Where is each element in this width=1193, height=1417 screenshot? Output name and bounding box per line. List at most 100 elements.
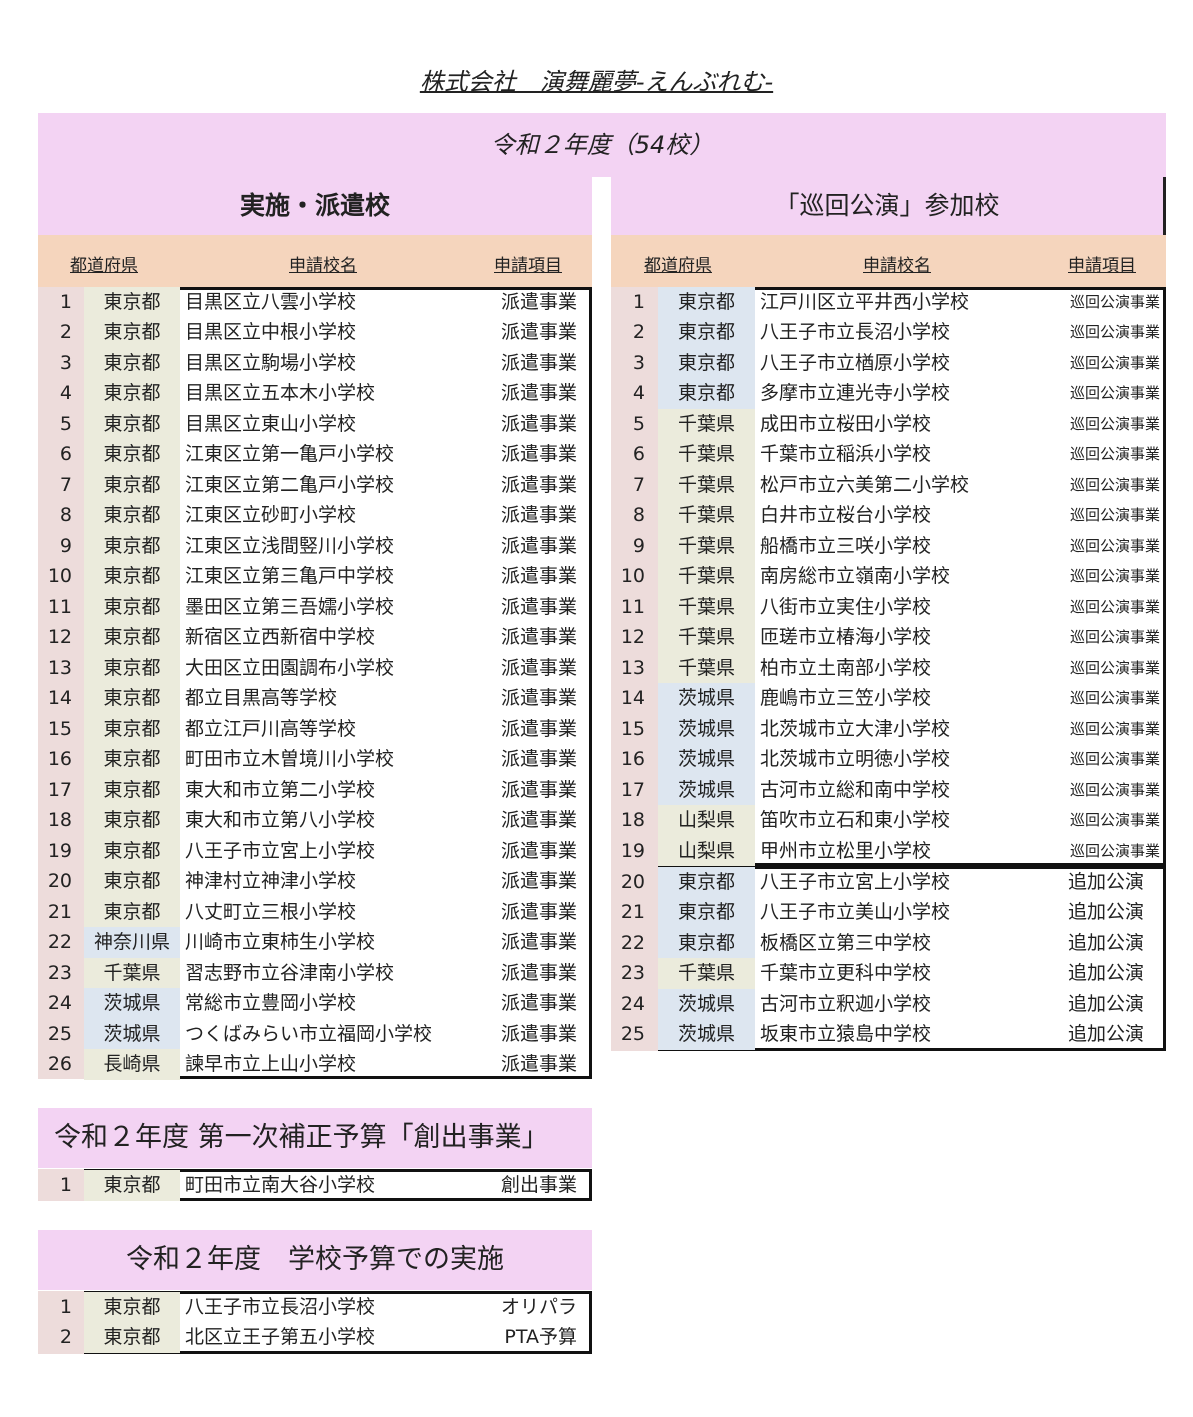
table-row: 東京都 江戸川区立平井西小学校 巡回公演事業 [658, 287, 1166, 318]
row-number: 1 [38, 287, 78, 318]
school-name-cell: 川崎市立東柿生小学校 [185, 931, 376, 954]
row-number: 18 [38, 805, 78, 836]
row-number-text: 2 [632, 321, 645, 344]
application-item-cell: 派遣事業 [500, 717, 577, 740]
row-number-text: 25 [47, 1022, 72, 1045]
application-item-cell: 派遣事業 [500, 1053, 577, 1075]
school-name-cell: 八丈町立三根小学校 [185, 900, 357, 923]
row-number: 4 [38, 378, 78, 409]
header-application-item: 申請項目 [494, 256, 562, 276]
row-number: 9 [38, 531, 78, 562]
row-number: 7 [611, 470, 651, 501]
company-name-text: 株式会社 演舞麗夢-えんぶれむ- [419, 68, 774, 96]
row-number: 4 [611, 378, 651, 409]
application-item-cell: 派遣事業 [500, 778, 577, 801]
table-row: 東京都 八王子市立宮上小学校 追加公演 [658, 867, 1166, 898]
school-name-cell: 東大和市立第八小学校 [185, 809, 376, 832]
school-name-cell: 千葉市立稲浜小学校 [760, 443, 932, 466]
school-name-cell: 江東区立第二亀戸小学校 [185, 473, 395, 496]
prefecture-cell: 千葉県 [658, 469, 755, 501]
prefecture-cell: 千葉県 [658, 958, 755, 989]
row-number: 23 [611, 958, 651, 989]
row-number: 26 [38, 1049, 78, 1080]
prefecture-cell: 千葉県 [658, 530, 755, 562]
prefecture-cell: 山梨県 [658, 835, 755, 867]
row-number-text: 11 [620, 595, 645, 618]
row-number-text: 9 [632, 534, 645, 557]
table-row: 東京都 目黒区立駒場小学校 派遣事業 [84, 347, 592, 379]
table-row: 東京都 都立目黒高等学校 派遣事業 [84, 683, 592, 714]
row-number: 20 [38, 866, 78, 897]
application-item-cell: 巡回公演事業 [1069, 293, 1160, 311]
school-name-cell: 匝瑳市立椿海小学校 [760, 626, 932, 649]
row-number-text: 23 [47, 961, 72, 984]
row-number-text: 5 [632, 412, 645, 435]
application-item-cell: 追加公演 [1067, 931, 1144, 954]
row-number-text: 24 [47, 992, 72, 1015]
row-number-text: 16 [47, 748, 72, 771]
prefecture-cell: 東京都 [84, 408, 180, 440]
row-number: 11 [611, 592, 651, 623]
row-number-text: 3 [632, 351, 645, 374]
row-number-text: 20 [47, 870, 72, 893]
school-name-cell: つくばみらい市立福岡小学校 [185, 1022, 433, 1045]
school-name-cell: 目黒区立五本木小学校 [185, 382, 376, 405]
prefecture-cell: 東京都 [84, 713, 180, 745]
prefecture-cell: 東京都 [84, 591, 180, 623]
application-item-cell: 追加公演 [1067, 1023, 1144, 1046]
application-item-cell: 巡回公演事業 [1069, 628, 1160, 647]
school-name-cell: 古河市立総和南中学校 [760, 778, 951, 801]
row-number: 10 [38, 561, 78, 592]
table-row: 東京都 八丈町立三根小学校 派遣事業 [84, 896, 592, 928]
school-name-cell: 目黒区立東山小学校 [185, 412, 357, 435]
right-section-title: 「巡回公演」参加校 [611, 177, 1166, 235]
school-name-cell: 八王子市立美山小学校 [760, 901, 951, 924]
prefecture-cell: 東京都 [84, 378, 180, 409]
row-number-text: 23 [620, 962, 645, 985]
table-row: 千葉県 成田市立桜田小学校 巡回公演事業 [658, 408, 1166, 440]
prefecture-cell: 東京都 [658, 287, 755, 318]
school-name-cell: 新宿区立西新宿中学校 [185, 626, 376, 649]
row-number-text: 14 [620, 687, 645, 710]
school-name-cell: 北区立王子第五小学校 [185, 1326, 376, 1349]
school-name-cell: 目黒区立中根小学校 [185, 321, 357, 344]
application-item-cell: 派遣事業 [500, 291, 577, 313]
row-number: 22 [38, 927, 78, 958]
prefecture-cell: 茨城県 [658, 774, 755, 806]
row-number: 2 [38, 317, 78, 348]
school-name-cell: 江東区立砂町小学校 [185, 504, 357, 527]
row-number-text: 2 [59, 1326, 72, 1349]
row-number-text: 9 [59, 534, 72, 557]
row-number-text: 1 [59, 1296, 72, 1318]
row-number: 21 [611, 897, 651, 928]
prefecture-cell: 東京都 [84, 1292, 180, 1323]
school-budget-title: 令和２年度 学校予算での実施 [38, 1230, 592, 1290]
application-item-cell: 巡回公演事業 [1069, 506, 1160, 525]
application-item-cell: 派遣事業 [500, 595, 577, 618]
school-name-cell: 習志野市立谷津南小学校 [185, 961, 395, 984]
header-application-item: 申請項目 [1068, 256, 1136, 276]
school-name-cell: 八王子市立長沼小学校 [185, 1296, 376, 1318]
left-column-headers: 都道府県 申請校名 申請項目 [38, 235, 592, 287]
school-name-cell: 千葉市立更科中学校 [760, 962, 932, 985]
prefecture-cell: 東京都 [84, 866, 180, 897]
row-number-text: 18 [620, 809, 645, 832]
row-number: 8 [38, 500, 78, 531]
application-item-cell: 巡回公演事業 [1069, 475, 1160, 494]
prefecture-cell: 東京都 [84, 561, 180, 592]
school-name-cell: 東大和市立第二小学校 [185, 778, 376, 801]
application-item-cell: 巡回公演事業 [1069, 445, 1160, 464]
application-item-cell: 巡回公演事業 [1069, 597, 1160, 616]
application-item-cell: 追加公演 [1067, 992, 1144, 1015]
row-number-text: 22 [47, 931, 72, 954]
row-number-text: 12 [47, 626, 72, 649]
prefecture-cell: 千葉県 [658, 439, 755, 470]
row-number: 25 [38, 1019, 78, 1050]
row-number: 12 [611, 622, 651, 653]
number-column [38, 1169, 84, 1202]
application-item-cell: 派遣事業 [500, 473, 577, 496]
prefecture-cell: 東京都 [84, 439, 180, 470]
row-number-text: 8 [59, 504, 72, 527]
row-number: 19 [611, 836, 651, 867]
table-row: 東京都 江東区立砂町小学校 派遣事業 [84, 500, 592, 531]
